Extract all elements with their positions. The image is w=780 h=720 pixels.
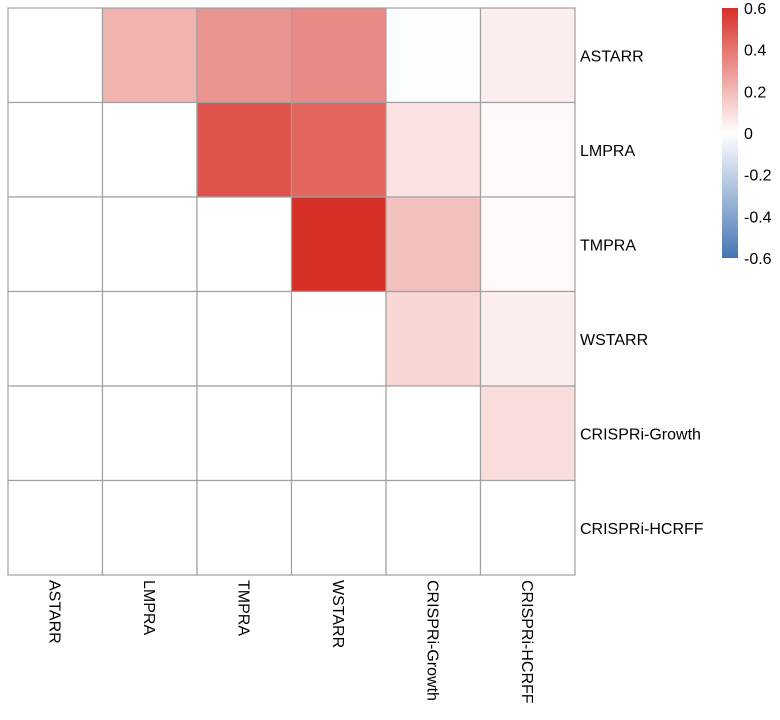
column-label: LMPRA: [140, 580, 157, 635]
colorbar-gradient: [722, 8, 738, 258]
heatmap-cell: [479, 385, 576, 482]
heatmap-cell: [196, 101, 293, 198]
heatmap-cell: [7, 196, 104, 293]
column-label: CRISPRi-Growth: [423, 580, 440, 701]
column-label: TMPRA: [234, 580, 251, 636]
row-label: ASTARR: [580, 48, 644, 65]
column-label: WSTARR: [329, 580, 346, 648]
row-labels: ASTARR LMPRA TMPRA WSTARR CRISPRi-Growth CRIS…: [580, 48, 704, 538]
heatmap-cell: [290, 101, 387, 198]
heatmap-cell: [7, 101, 104, 198]
column-label: ASTARR: [45, 580, 62, 644]
heatmap-cell: [479, 479, 576, 576]
colorbar-tick-label: 0.4: [744, 43, 766, 60]
heatmap-cell: [101, 196, 198, 293]
heatmap-cell: [290, 196, 387, 293]
column-label: CRISPRi-HCRFF: [518, 580, 535, 704]
colorbar-ticks: 0.6 0.4 0.2 0 -0.2 -0.4 -0.6: [744, 1, 772, 268]
heatmap-cell: [101, 7, 198, 104]
colorbar-tick-label: -0.2: [744, 168, 772, 185]
heatmap-cell: [196, 196, 293, 293]
heatmap-cell: [479, 196, 576, 293]
heatmap-cell: [385, 196, 482, 293]
heatmap-cell: [479, 101, 576, 198]
heatmap-cell: [196, 385, 293, 482]
heatmap-cell: [7, 7, 104, 104]
heatmap-cell: [290, 385, 387, 482]
colorbar-tick-label: 0.6: [744, 1, 766, 18]
heatmap-cell: [101, 101, 198, 198]
heatmap-cell: [196, 479, 293, 576]
row-label: CRISPRi-HCRFF: [580, 521, 704, 538]
colorbar-tick-label: -0.4: [744, 209, 772, 226]
heatmap-cell: [101, 385, 198, 482]
colorbar-tick-label: -0.6: [744, 251, 772, 268]
heatmap-cell: [290, 7, 387, 104]
heatmap-cell: [479, 290, 576, 387]
color-legend: 0.6 0.4 0.2 0 -0.2 -0.4 -0.6: [722, 1, 772, 268]
heatmap-cell: [290, 479, 387, 576]
heatmap-cell: [385, 7, 482, 104]
row-label: CRISPRi-Growth: [580, 426, 701, 443]
heatmap-cell: [101, 290, 198, 387]
heatmap-cell: [7, 385, 104, 482]
heatmap-cell: [196, 7, 293, 104]
heatmap-cell: [196, 290, 293, 387]
row-label: TMPRA: [580, 237, 636, 254]
heatmap-cell: [479, 7, 576, 104]
colorbar-tick-label: 0: [744, 126, 753, 143]
heatmap-cell: [7, 479, 104, 576]
heatmap-cell: [385, 385, 482, 482]
heatmap-cell: [385, 290, 482, 387]
heatmap-cell: [101, 479, 198, 576]
row-label: LMPRA: [580, 143, 635, 160]
column-labels: ASTARR LMPRA TMPRA WSTARR CRISPRi-Growth CRIS…: [45, 580, 535, 704]
row-label: WSTARR: [580, 332, 648, 349]
heatmap-cell: [385, 479, 482, 576]
heatmap-cell: [7, 290, 104, 387]
colorbar-tick-label: 0.2: [744, 84, 766, 101]
heatmap-cell: [385, 101, 482, 198]
heatmap-cells: [7, 7, 576, 576]
heatmap-cell: [290, 290, 387, 387]
